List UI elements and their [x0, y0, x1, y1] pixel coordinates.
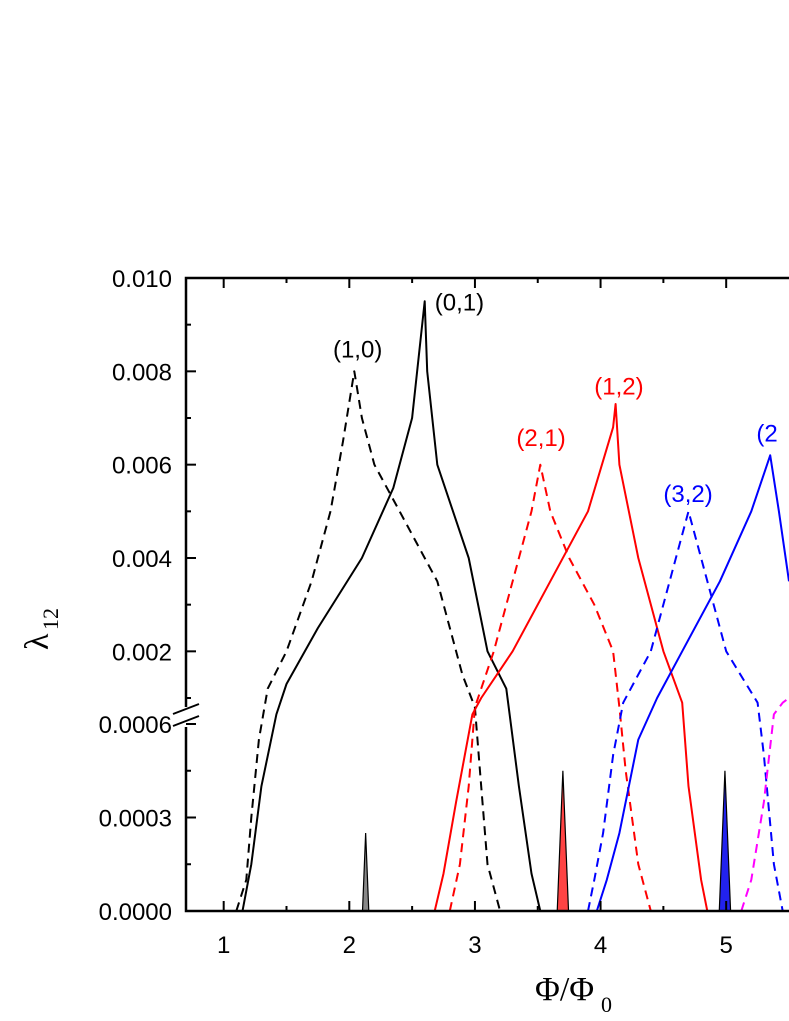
x-tick-label: 4	[594, 932, 607, 959]
y-tick-group: 0.0000 0.0003 0.0006 0.002 0.004 0.006 0.008 0.…	[99, 266, 196, 926]
y-tick-label: 0.004	[112, 546, 172, 573]
series-line-magenta-dashed-6	[740, 697, 789, 911]
curve-label: (3,2)	[663, 481, 712, 508]
curve-label: (0,1)	[435, 290, 484, 317]
x-axis-title-subscript: 0	[601, 992, 612, 1017]
x-tick-label: 1	[217, 932, 230, 959]
spike-2	[718, 770, 732, 911]
y-tick-label: 0.0000	[99, 899, 172, 926]
y-tick-label: 0.0006	[99, 712, 172, 739]
y-tick-label: 0.010	[112, 266, 172, 293]
series-line-1-2-solid-3	[433, 403, 709, 911]
curve-label: (1,0)	[333, 336, 382, 363]
y-tick-label: 0.002	[112, 639, 172, 666]
curve-label: (2,1)	[516, 425, 565, 452]
curve-label: (1,2)	[594, 374, 643, 401]
axes-frame	[172, 276, 789, 913]
series-line-2-1-dashed-2	[448, 463, 652, 911]
y-axis-title-subscript: 12	[38, 608, 63, 630]
x-tick-label: 2	[343, 932, 356, 959]
y-tick-label: 0.006	[112, 453, 172, 480]
x-axis-title: Φ/Φ	[535, 971, 594, 1008]
y-tick-label: 0.0003	[99, 806, 172, 833]
series-line-2-solid-5	[595, 454, 789, 911]
series-line-0-1-solid-1	[241, 300, 542, 911]
axis-break-mark-1	[172, 703, 200, 715]
y-axis-title: λ	[19, 633, 56, 650]
spike-0	[361, 833, 370, 911]
plot-frame	[184, 276, 789, 913]
plot-area	[235, 300, 789, 911]
x-tick-label: 3	[468, 932, 481, 959]
series-line-3-2-dashed-4	[587, 510, 784, 911]
annotation-group: (1,0) (0,1) (2,1) (1,2) (3,2) (2	[333, 290, 778, 508]
series-line-1-0-dashed-0	[235, 370, 502, 911]
curve-label: (2	[756, 420, 777, 447]
y-tick-label: 0.008	[112, 359, 172, 386]
x-tick-label: 5	[720, 932, 733, 959]
series-group	[235, 300, 789, 911]
axis-break-mark-2	[172, 715, 200, 727]
x-tick-group: 1 2 3 4 5	[217, 278, 733, 959]
spike-1	[556, 770, 570, 911]
